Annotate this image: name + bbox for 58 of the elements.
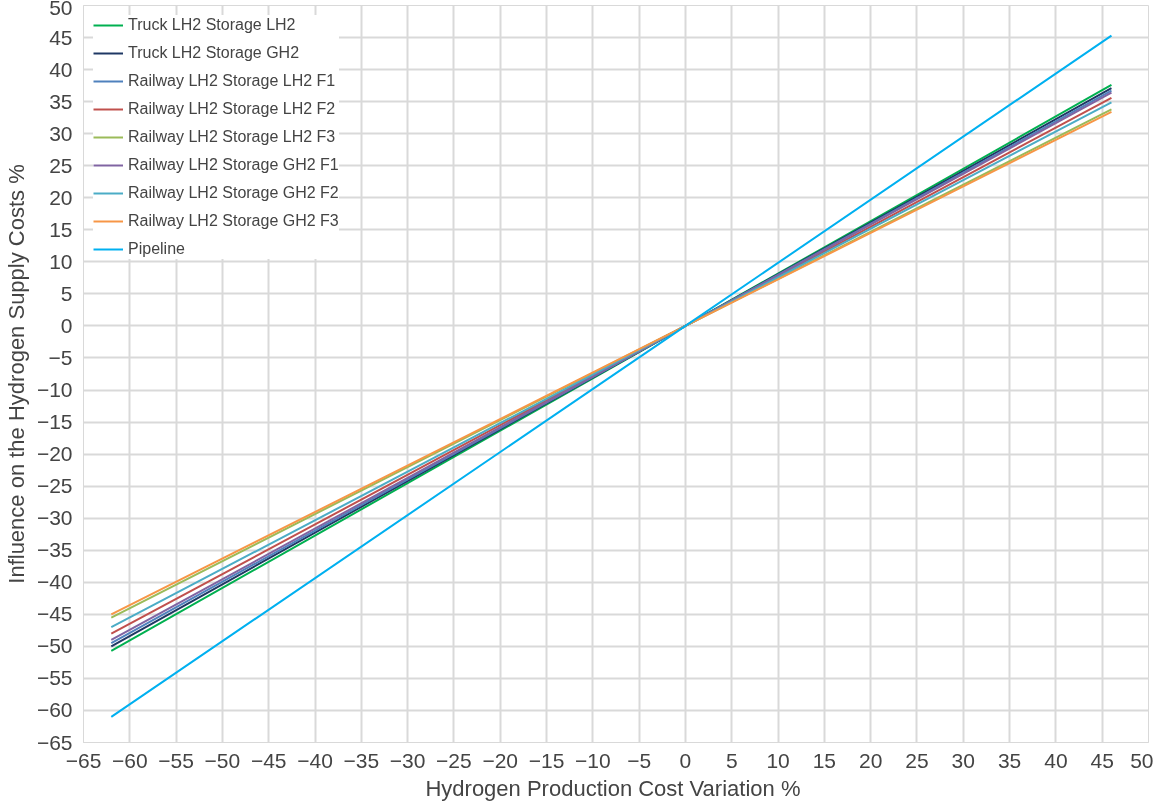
x-tick-label: −30 — [389, 748, 426, 772]
y-tick-label: 35 — [49, 89, 73, 113]
x-tick-label: 0 — [679, 748, 692, 772]
x-tick-label: 30 — [951, 748, 975, 772]
y-tick-label: −65 — [36, 730, 73, 754]
legend-label: Truck LH2 Storage LH2 — [128, 16, 296, 34]
x-tick-label: 50 — [1130, 748, 1153, 772]
x-tick-label: −45 — [250, 748, 287, 772]
x-tick-label: −40 — [297, 748, 333, 772]
x-tick-label: −60 — [111, 748, 148, 772]
x-tick-label: −35 — [343, 748, 380, 772]
y-tick-label: −10 — [36, 378, 73, 402]
x-tick-label: 15 — [812, 748, 837, 772]
legend-label: Railway LH2 Storage LH2 F1 — [128, 72, 336, 90]
x-tick-label: 35 — [997, 748, 1022, 772]
x-tick-label: 45 — [1090, 748, 1114, 772]
legend-label: Railway LH2 Storage GH2 F1 — [128, 156, 339, 174]
y-tick-label: 40 — [49, 57, 73, 81]
x-tick-label: −10 — [575, 748, 611, 772]
y-tick-label: 20 — [49, 185, 73, 209]
y-tick-label: −45 — [36, 602, 73, 626]
y-tick-label: −20 — [36, 442, 73, 466]
legend-label: Pipeline — [128, 240, 185, 258]
y-tick-label: 0 — [60, 313, 73, 337]
y-tick-label: −50 — [36, 634, 73, 658]
legend-label: Truck LH2 Storage GH2 — [128, 44, 300, 62]
x-tick-label: −15 — [528, 748, 565, 772]
y-tick-label: 50 — [49, 0, 73, 19]
x-tick-label: 25 — [905, 748, 929, 772]
y-tick-label: −15 — [36, 410, 73, 434]
x-tick-label: −25 — [436, 748, 472, 772]
y-tick-label: 45 — [49, 25, 73, 49]
y-tick-label: 15 — [49, 217, 73, 241]
y-tick-label: −30 — [36, 506, 73, 530]
y-tick-label: −5 — [48, 345, 73, 369]
y-tick-label: 5 — [60, 281, 73, 305]
legend-label: Railway LH2 Storage LH2 F2 — [128, 100, 336, 118]
x-tick-label: 5 — [725, 748, 738, 772]
x-axis-title: Hydrogen Production Cost Variation % — [425, 775, 801, 801]
y-axis-title: Influence on the Hydrogen Supply Costs % — [3, 164, 29, 584]
x-tick-label: −50 — [204, 748, 241, 772]
legend-label: Railway LH2 Storage LH2 F3 — [128, 128, 336, 146]
y-tick-label: −35 — [36, 538, 73, 562]
x-tick-label: −20 — [482, 748, 519, 772]
legend-label: Railway LH2 Storage GH2 F2 — [128, 184, 339, 202]
x-tick-label: 10 — [766, 748, 790, 772]
x-tick-label: 20 — [858, 748, 883, 772]
legend-label: Railway LH2 Storage GH2 F3 — [128, 212, 339, 230]
y-tick-label: 10 — [49, 249, 73, 273]
x-tick-label: −55 — [158, 748, 194, 772]
y-tick-label: −40 — [36, 570, 73, 594]
x-tick-label: 40 — [1044, 748, 1068, 772]
y-tick-label: 25 — [49, 153, 73, 177]
y-tick-label: 30 — [49, 121, 73, 145]
x-tick-label: −5 — [627, 748, 652, 772]
y-tick-label: −60 — [36, 698, 73, 722]
y-tick-label: −55 — [36, 666, 73, 690]
y-tick-label: −25 — [36, 474, 73, 498]
